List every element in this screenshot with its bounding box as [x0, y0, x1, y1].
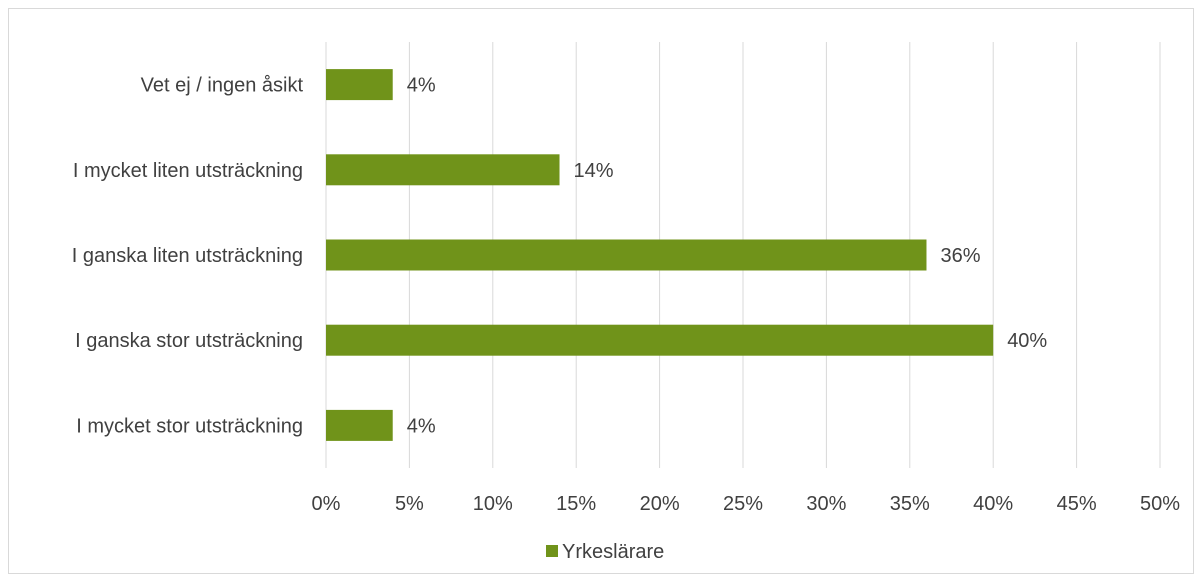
bar [326, 69, 393, 101]
legend-swatch [546, 545, 558, 557]
data-label: 36% [940, 245, 980, 267]
x-tick-label: 40% [973, 493, 1013, 515]
category-label: I mycket stor utsträckning [76, 415, 303, 437]
x-tick-label: 15% [556, 493, 596, 515]
bar [326, 239, 927, 271]
data-label: 4% [407, 75, 436, 97]
data-label: 40% [1007, 330, 1047, 352]
labels-layer: 0% 5% 10% 15% 20% 25% 30% 35% 40% 45% 50% Vet ej / … [72, 75, 1180, 515]
bars-layer [326, 69, 994, 441]
x-tick-label: 10% [473, 493, 513, 515]
legend: Yrkeslärare [546, 541, 664, 563]
category-label: Vet ej / ingen åsikt [141, 75, 304, 97]
category-label: I ganska stor utsträckning [75, 330, 303, 352]
x-tick-label: 30% [806, 493, 846, 515]
x-tick-label: 0% [312, 493, 341, 515]
bar [326, 154, 560, 186]
x-tick-label: 5% [395, 493, 424, 515]
category-label: I mycket liten utsträckning [73, 160, 303, 182]
legend-label: Yrkeslärare [562, 541, 664, 563]
category-label: I ganska liten utsträckning [72, 245, 303, 267]
data-label: 14% [574, 160, 614, 182]
x-tick-label: 45% [1057, 493, 1097, 515]
x-tick-label: 20% [640, 493, 680, 515]
x-tick-label: 35% [890, 493, 930, 515]
bar [326, 409, 393, 441]
grid-layer [325, 42, 1161, 468]
bar [326, 324, 994, 356]
x-tick-label: 50% [1140, 493, 1180, 515]
x-tick-label: 25% [723, 493, 763, 515]
chart-frame [8, 8, 1194, 574]
data-label: 4% [407, 415, 436, 437]
